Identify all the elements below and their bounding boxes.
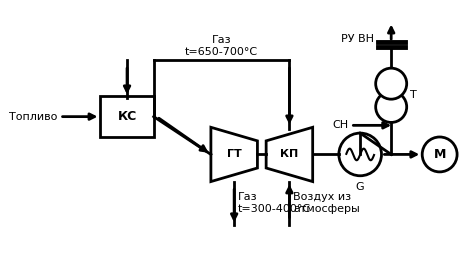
Circle shape [376,91,407,123]
Polygon shape [266,127,313,182]
Bar [100,96,154,137]
Text: М: М [433,148,446,161]
Text: ГТ: ГТ [227,149,242,159]
Text: G: G [356,182,365,192]
Circle shape [339,133,382,176]
Text: Топливо: Топливо [9,112,58,122]
Polygon shape [211,127,257,182]
Text: Газ
t=650-700°C: Газ t=650-700°C [185,35,258,57]
Circle shape [422,137,457,172]
Text: КП: КП [280,149,299,159]
Text: Газ
t=300-400°C: Газ t=300-400°C [238,192,311,214]
Text: СН: СН [332,120,348,130]
Text: КС: КС [118,110,137,123]
Text: РУ ВН: РУ ВН [341,34,374,44]
Circle shape [376,68,407,99]
Text: Воздух из
атмосферы: Воздух из атмосферы [293,192,360,214]
Text: Т: Т [410,90,416,100]
